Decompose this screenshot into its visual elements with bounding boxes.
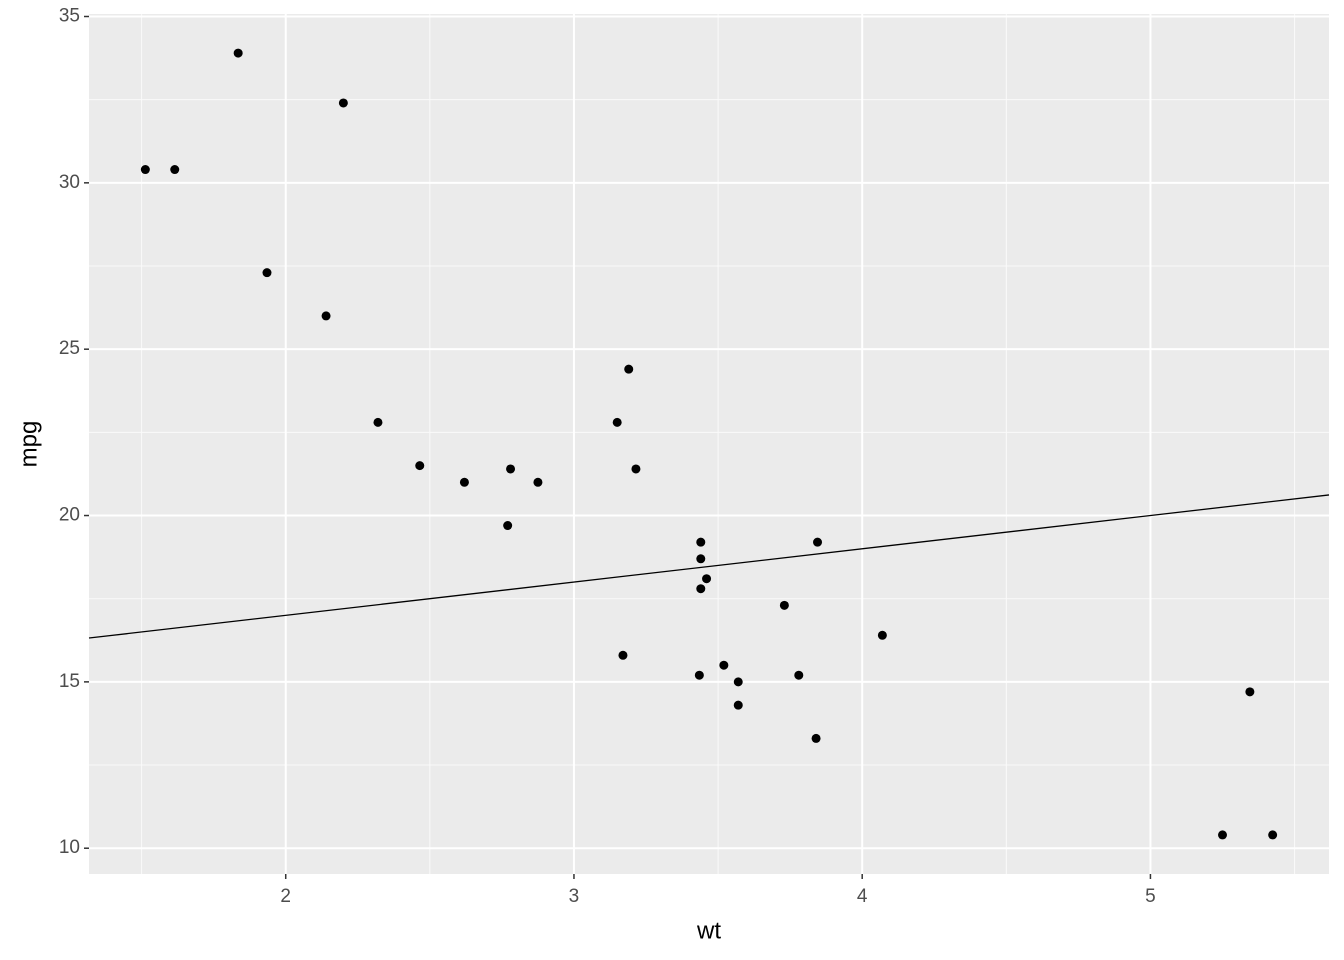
point [1245, 687, 1255, 697]
point [624, 364, 634, 374]
y-tick-label: 25 [59, 338, 80, 359]
point [338, 98, 348, 108]
y-tick-label: 10 [59, 837, 80, 858]
y-tick-label: 30 [59, 172, 80, 193]
point [459, 477, 469, 487]
point [415, 461, 425, 471]
point [813, 537, 823, 547]
x-tick-label: 3 [569, 886, 580, 907]
point [612, 417, 622, 427]
point [694, 670, 704, 680]
point [696, 554, 706, 564]
y-tick-label: 20 [59, 505, 80, 526]
point [373, 417, 383, 427]
x-tick-label: 2 [280, 886, 291, 907]
x-tick-label: 4 [857, 886, 868, 907]
point [1268, 830, 1278, 840]
y-tick-label: 15 [59, 671, 80, 692]
point [533, 477, 543, 487]
point [696, 537, 706, 547]
x-axis-title: wt [696, 917, 721, 944]
point [262, 268, 272, 278]
y-axis-title: mpg [15, 421, 42, 468]
point [794, 670, 804, 680]
point [719, 660, 729, 670]
point [779, 600, 789, 610]
point [170, 165, 180, 175]
x-tick-label: 5 [1145, 886, 1156, 907]
point [733, 700, 743, 710]
point [702, 574, 712, 584]
reference-line [88, 494, 1330, 639]
y-tick-label: 35 [59, 6, 80, 27]
point [877, 630, 887, 640]
point [618, 650, 628, 660]
point [1217, 830, 1227, 840]
point [506, 464, 516, 474]
panel [89, 14, 1329, 874]
point [696, 584, 706, 594]
point [733, 677, 743, 687]
point [233, 48, 243, 58]
point [503, 521, 513, 531]
point [811, 733, 821, 743]
point [140, 165, 150, 175]
point [321, 311, 331, 321]
point [631, 464, 641, 474]
